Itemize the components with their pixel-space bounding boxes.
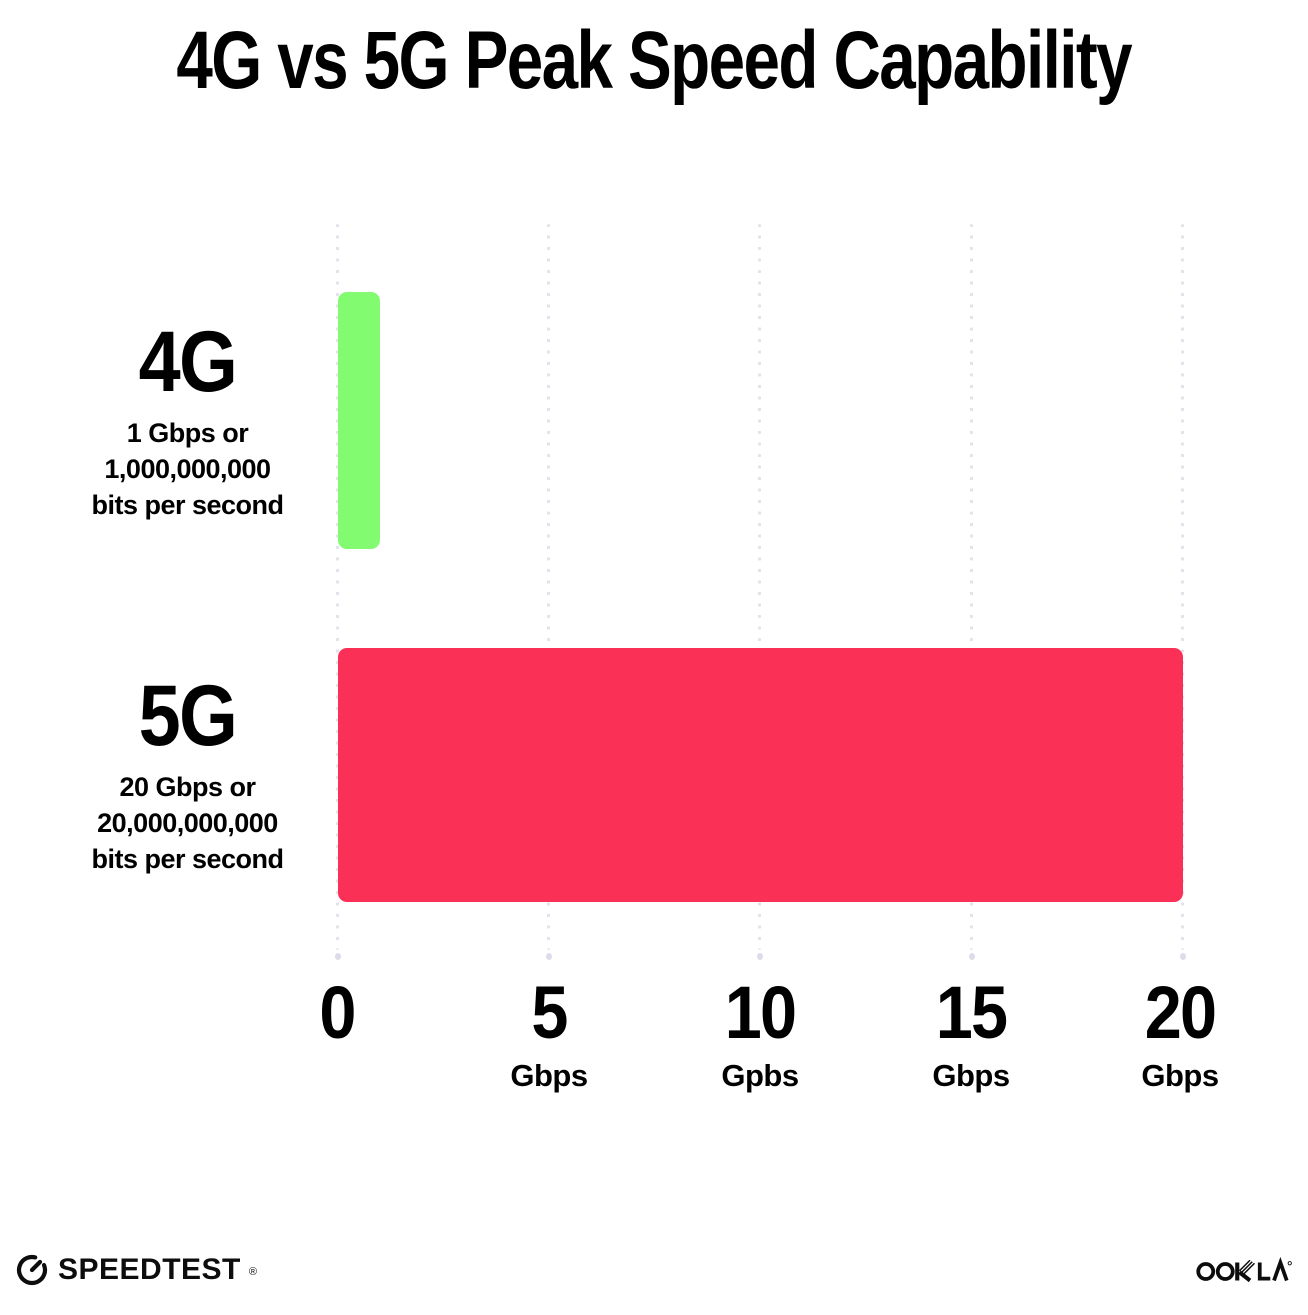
x-tick-10: 10 Gpbs [721, 976, 799, 1094]
desc-line: bits per second [91, 489, 284, 520]
desc-line: 1 Gbps or [126, 417, 249, 448]
x-tick-value: 20 [1144, 971, 1217, 1054]
category-name-5g: 5G [138, 668, 238, 764]
footer: SPEEDTEST ® [14, 1246, 1292, 1294]
desc-line: 1,000,000,000 [104, 453, 271, 484]
desc-line: 20,000,000,000 [97, 808, 278, 838]
row-label-4g: 4G 1 Gbps or 1,000,000,000 bits per seco… [55, 292, 320, 549]
row-label-5g: 5G 20 Gbps or 20,000,000,000 bits per se… [55, 648, 320, 902]
x-tick-15: 15 Gbps [932, 976, 1010, 1094]
chart-title-text: 4G vs 5G Peak Speed Capability [176, 15, 1133, 106]
chart-title: 4G vs 5G Peak Speed Capability [0, 15, 1308, 106]
x-tick-value: 5 [531, 971, 568, 1054]
category-desc-4g: 1 Gbps or 1,000,000,000 bits per second [91, 415, 284, 523]
x-tick-5: 5 Gbps [510, 971, 588, 1094]
ookla-wordmark-icon [1196, 1253, 1292, 1287]
gridline-10 [756, 224, 763, 960]
bar-4g [338, 292, 381, 549]
speedtest-gauge-icon [14, 1252, 50, 1288]
gridline-20 [1179, 224, 1186, 960]
ookla-logo [1196, 1253, 1292, 1287]
bar-5g [338, 648, 1183, 902]
desc-line: bits per second [91, 844, 284, 874]
gridline-15 [968, 224, 975, 960]
x-tick-value: 15 [935, 971, 1008, 1054]
x-tick-unit: Gbps [510, 1058, 588, 1093]
gridline-0 [334, 224, 341, 960]
x-tick-value: 0 [319, 971, 356, 1054]
speedtest-registered-mark: ® [248, 1266, 257, 1278]
x-tick-unit: Gbps [932, 1058, 1010, 1093]
speedtest-logo: SPEEDTEST ® [14, 1252, 257, 1288]
desc-line: 20 Gbps or [119, 772, 256, 802]
category-name-4g: 4G [138, 313, 238, 410]
x-tick-unit: Gbps [1141, 1058, 1219, 1093]
category-desc-5g: 20 Gbps or 20,000,000,000 bits per secon… [91, 769, 284, 877]
gridline-5 [545, 224, 552, 960]
x-tick-20: 20 Gbps [1141, 976, 1219, 1094]
x-tick-unit: Gpbs [721, 1058, 799, 1093]
speedtest-wordmark: SPEEDTEST [58, 1253, 241, 1286]
x-tick-0: 0 [317, 976, 356, 1058]
x-tick-value: 10 [724, 971, 797, 1054]
